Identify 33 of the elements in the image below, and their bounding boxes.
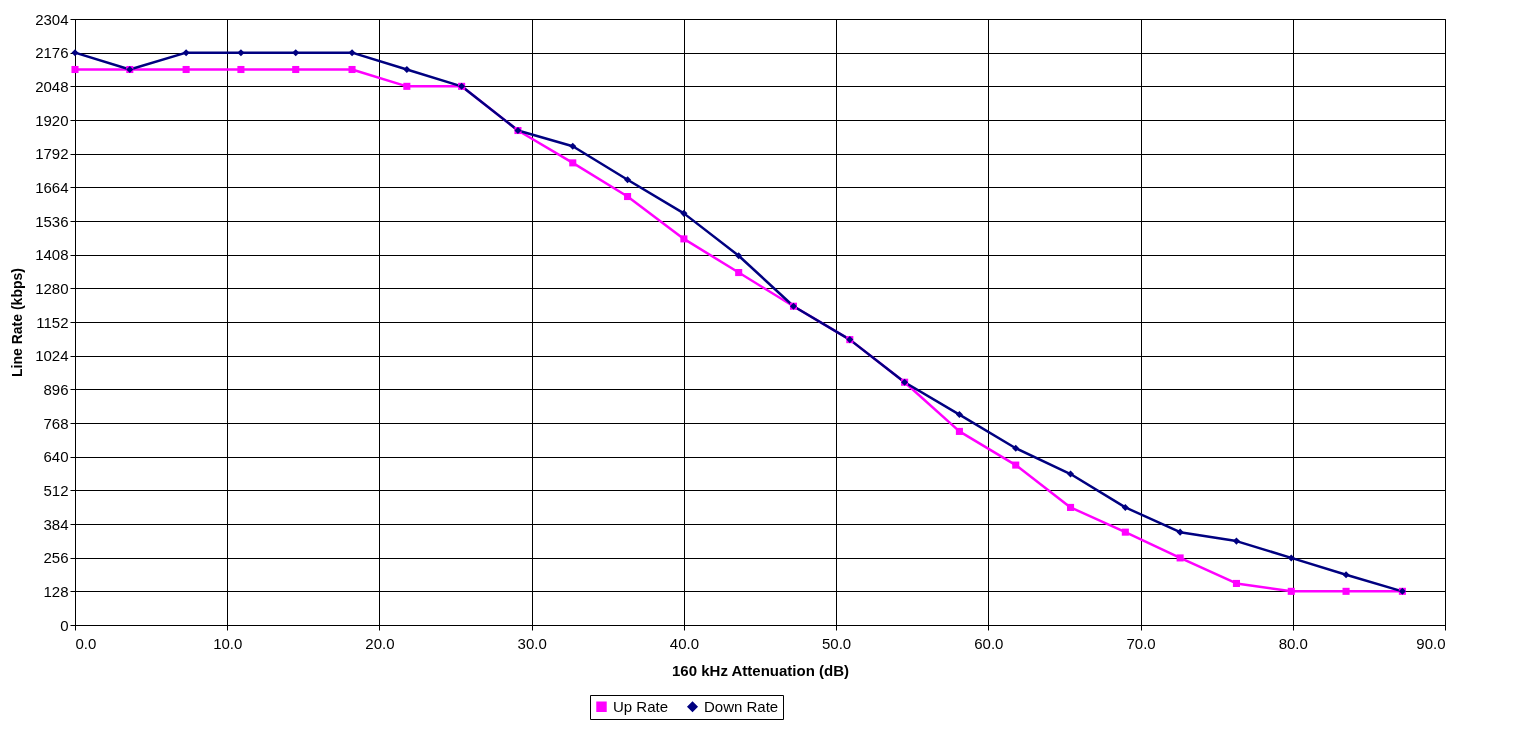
y-tick-label: 2304 (35, 10, 69, 28)
y-tick-label: 128 (43, 582, 69, 600)
y-tick-label: 1152 (36, 313, 69, 331)
y-tick-label: 256 (43, 549, 69, 567)
y-tick-label: 1024 (35, 347, 69, 365)
x-tick-label: 60.0 (974, 634, 1004, 652)
legend-label: Down Rate (704, 697, 779, 715)
y-tick-label: 1280 (35, 279, 69, 297)
y-tick-label: 896 (43, 380, 69, 398)
x-tick-label: 10.0 (213, 634, 243, 652)
x-tick-label: 0.0 (75, 634, 97, 652)
x-tick-label: 20.0 (365, 634, 395, 652)
y-tick-label: 2176 (35, 44, 69, 62)
y-tick-label: 1792 (35, 145, 69, 163)
legend-label: Up Rate (613, 697, 669, 715)
y-tick-label: 640 (43, 448, 69, 466)
x-tick-label: 40.0 (669, 634, 699, 652)
y-tick-label: 512 (43, 481, 69, 499)
x-tick-label: 80.0 (1278, 634, 1308, 652)
x-axis-title: 160 kHz Attenuation (dB) (672, 661, 849, 679)
y-axis-title: Line Rate (kbps) (9, 268, 26, 377)
y-tick-label: 1664 (35, 178, 69, 196)
y-tick-label: 0 (60, 616, 69, 634)
x-tick-label: 30.0 (517, 634, 547, 652)
x-tick-label: 50.0 (822, 634, 852, 652)
x-tick-label: 70.0 (1126, 634, 1156, 652)
x-tick-label: 90.0 (1416, 634, 1446, 652)
y-tick-label: 768 (43, 414, 69, 432)
y-tick-label: 1536 (35, 212, 69, 230)
y-tick-label: 1408 (35, 246, 69, 264)
y-tick-label: 384 (43, 515, 69, 533)
y-tick-label: 1920 (35, 111, 69, 129)
y-tick-label: 2048 (35, 77, 69, 95)
